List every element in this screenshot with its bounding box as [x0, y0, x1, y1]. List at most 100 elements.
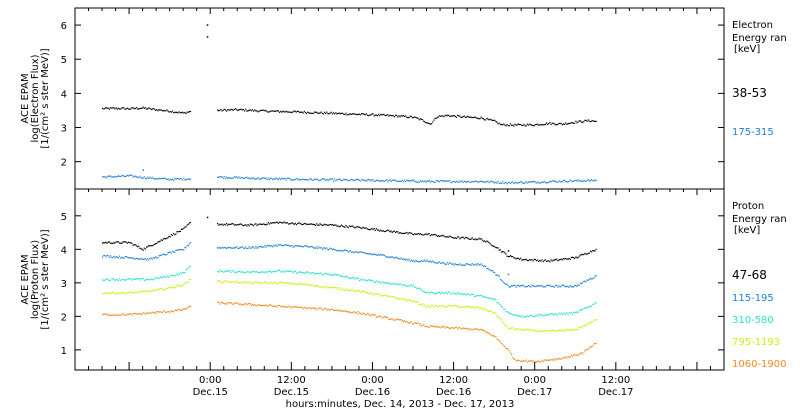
electron-data-point — [537, 181, 539, 183]
proton-data-point — [218, 301, 220, 304]
proton-data-point — [186, 281, 188, 283]
proton-data-point — [438, 235, 441, 237]
proton-data-point — [131, 257, 133, 259]
proton-data-point — [113, 242, 115, 244]
proton-data-point — [373, 228, 375, 230]
electron-data-point — [589, 179, 592, 182]
proton-data-point — [442, 305, 444, 307]
proton-data-point — [449, 262, 451, 264]
proton-data-point — [123, 314, 125, 316]
electron-data-point — [546, 182, 548, 184]
proton-data-point — [157, 277, 159, 279]
proton-data-point — [531, 315, 533, 317]
proton-data-point — [242, 304, 245, 306]
proton-data-point — [144, 313, 147, 315]
proton-data-point — [588, 306, 590, 308]
proton-data-point — [256, 305, 258, 307]
proton-data-point — [310, 246, 312, 248]
proton-data-point — [583, 307, 585, 309]
electron-data-point — [593, 180, 595, 182]
proton-data-point — [482, 240, 485, 242]
proton-data-point — [578, 284, 580, 286]
proton-data-point — [126, 313, 128, 315]
electron-data-point — [435, 179, 437, 182]
electron-data-point — [288, 111, 290, 113]
proton-data-point — [449, 291, 451, 293]
electron-data-point — [508, 181, 510, 183]
electron-data-point — [139, 175, 141, 177]
proton-data-point — [378, 293, 380, 295]
proton-data-point — [497, 339, 499, 341]
proton-data-point — [561, 259, 563, 261]
electron-data-point — [357, 113, 359, 116]
proton-data-point — [440, 293, 442, 295]
proton-data-point — [128, 313, 130, 315]
proton-data-point — [475, 238, 477, 240]
proton-data-point — [275, 305, 277, 307]
proton-data-point — [372, 314, 374, 316]
proton-data-point — [576, 354, 578, 356]
proton-data-point — [418, 303, 420, 305]
proton-data-point — [290, 270, 292, 272]
proton-data-point — [482, 296, 485, 298]
proton-data-point — [224, 247, 227, 249]
electron-data-point — [478, 118, 480, 120]
electron-data-point — [463, 115, 465, 117]
proton-data-point — [423, 234, 425, 236]
proton-data-point — [396, 257, 398, 259]
proton-data-point — [475, 263, 477, 265]
proton-data-point — [458, 264, 460, 266]
proton-data-point — [390, 318, 392, 320]
proton-data-point — [155, 312, 157, 314]
proton-data-point — [509, 327, 512, 329]
electron-data-point — [417, 181, 419, 183]
proton-data-point — [419, 288, 421, 290]
electron-data-point — [488, 182, 490, 184]
proton-data-point — [461, 264, 463, 266]
electron-data-point — [369, 179, 371, 181]
proton-data-point — [339, 275, 341, 277]
proton-data-point — [549, 313, 551, 315]
electron-data-point — [325, 112, 327, 114]
electron-data-point — [413, 179, 415, 181]
proton-data-point — [411, 233, 414, 235]
proton-data-point — [364, 252, 366, 254]
proton-data-point — [568, 329, 570, 331]
electron-data-point — [422, 119, 424, 121]
proton-data-point — [235, 271, 237, 273]
proton-data-point — [391, 256, 393, 258]
proton-data-point — [551, 313, 553, 315]
proton-data-point — [315, 224, 317, 226]
proton-data-point — [282, 270, 284, 272]
electron-data-point — [473, 116, 476, 118]
electron-data-point — [173, 179, 175, 181]
proton-data-point — [179, 285, 181, 287]
proton-data-point — [441, 262, 443, 264]
electron-data-point — [559, 122, 561, 124]
proton-data-point — [464, 293, 467, 295]
proton-data-point — [276, 306, 278, 308]
proton-data-point — [533, 258, 535, 260]
proton-data-point — [575, 285, 577, 287]
electron-data-point — [375, 179, 377, 181]
proton-data-point — [371, 279, 373, 281]
proton-data-point — [416, 322, 418, 324]
proton-data-point — [594, 275, 596, 277]
proton-data-point — [229, 302, 231, 304]
proton-data-point — [496, 338, 498, 340]
electron-data-point — [414, 116, 416, 118]
proton-data-point — [238, 282, 240, 284]
electron-data-point — [508, 125, 510, 127]
proton-data-point — [532, 285, 534, 287]
electron-data-point — [503, 123, 505, 125]
proton-data-point — [391, 295, 393, 297]
electron-data-point — [497, 123, 499, 125]
proton-data-point — [583, 325, 585, 327]
proton-data-point — [355, 226, 357, 228]
proton-data-point — [361, 279, 363, 281]
proton-data-point — [221, 223, 223, 225]
proton-data-point — [157, 311, 159, 313]
proton-data-point — [232, 270, 234, 272]
proton-data-point — [260, 305, 263, 307]
electron-data-point — [390, 115, 392, 117]
